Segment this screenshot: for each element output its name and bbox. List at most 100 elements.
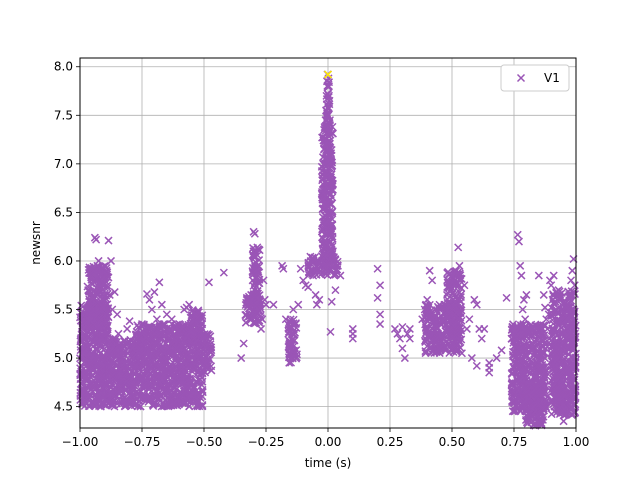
data-point	[174, 344, 183, 353]
data-point	[122, 377, 131, 386]
data-point	[143, 359, 152, 368]
data-point	[150, 366, 159, 375]
data-point	[148, 372, 157, 381]
data-point	[140, 355, 149, 364]
data-point	[177, 397, 186, 407]
data-point	[162, 387, 171, 396]
data-point	[99, 384, 109, 393]
data-point	[197, 381, 206, 390]
data-point	[107, 345, 116, 354]
x-tick-label: 0.25	[377, 435, 404, 449]
data-point	[160, 387, 169, 396]
legend-label-v1: V1	[544, 71, 560, 85]
x-tick-label: −0.75	[124, 435, 161, 449]
data-point	[134, 401, 143, 410]
data-point	[114, 395, 123, 404]
data-point	[164, 379, 173, 388]
data-point	[89, 342, 98, 351]
x-tick-label: 0.00	[315, 435, 342, 449]
x-tick-label: −1.00	[62, 435, 99, 449]
data-point	[108, 400, 117, 409]
data-point	[186, 390, 195, 399]
y-tick-label: 7.5	[54, 108, 73, 122]
data-points	[75, 70, 580, 430]
data-point	[191, 371, 200, 380]
data-point	[89, 371, 98, 380]
data-point	[100, 381, 109, 390]
data-point	[131, 361, 140, 370]
data-point	[189, 390, 198, 399]
data-point	[168, 374, 177, 383]
data-point	[182, 349, 191, 358]
data-point	[156, 344, 165, 353]
data-point	[192, 377, 201, 386]
data-point	[147, 323, 156, 332]
data-point	[77, 312, 86, 322]
data-point	[151, 387, 160, 396]
data-point	[122, 369, 131, 378]
data-point	[80, 358, 89, 367]
y-tick-label: 7.0	[54, 157, 73, 171]
data-point	[192, 401, 201, 410]
data-point	[134, 392, 143, 401]
data-point	[186, 327, 196, 336]
data-point	[166, 401, 175, 410]
data-point	[115, 383, 124, 392]
data-point	[122, 366, 131, 375]
data-point	[146, 329, 155, 338]
data-point	[152, 353, 161, 362]
data-point	[92, 352, 102, 362]
data-point	[86, 359, 95, 368]
data-point	[145, 394, 154, 403]
data-point	[177, 379, 186, 388]
x-tick-label: −0.50	[186, 435, 223, 449]
data-point	[122, 380, 131, 389]
data-point	[156, 347, 165, 356]
data-point	[166, 351, 175, 360]
data-point	[80, 332, 89, 341]
data-point	[169, 365, 178, 374]
y-axis-label: newsnr	[29, 221, 43, 265]
data-point	[155, 389, 164, 398]
legend: V1	[500, 64, 570, 92]
data-point	[96, 342, 106, 351]
data-point	[157, 362, 166, 371]
data-point	[94, 374, 103, 383]
data-point	[107, 360, 116, 369]
data-point	[170, 398, 179, 407]
data-point	[123, 398, 132, 407]
x-tick-label: 1.00	[563, 435, 590, 449]
y-tick-label: 5.0	[54, 351, 73, 365]
data-point	[166, 360, 176, 369]
data-point	[92, 344, 101, 353]
data-point	[155, 363, 164, 372]
y-tick-label: 5.5	[54, 303, 73, 317]
data-point	[144, 367, 153, 376]
y-tick-label: 4.5	[54, 400, 73, 414]
data-point	[106, 389, 115, 398]
data-point	[155, 321, 165, 330]
data-point	[131, 380, 140, 389]
data-point	[150, 348, 159, 357]
data-point	[157, 375, 166, 384]
data-point	[176, 362, 185, 371]
data-point	[89, 397, 98, 406]
data-point	[120, 351, 129, 360]
data-point	[96, 402, 105, 411]
x-tick-label: 0.75	[501, 435, 528, 449]
x-tick-label: −0.25	[248, 435, 285, 449]
data-point	[178, 390, 187, 399]
data-point	[152, 393, 161, 402]
data-point	[137, 350, 146, 359]
data-point	[139, 339, 148, 348]
data-point	[178, 355, 187, 364]
data-point	[150, 340, 159, 349]
y-tick-label: 6.0	[54, 254, 73, 268]
data-point	[186, 313, 195, 322]
data-point	[167, 389, 176, 398]
y-tick-label: 8.0	[54, 60, 73, 74]
data-point	[80, 398, 90, 407]
x-tick-label: 0.50	[439, 435, 466, 449]
data-point	[108, 371, 117, 380]
